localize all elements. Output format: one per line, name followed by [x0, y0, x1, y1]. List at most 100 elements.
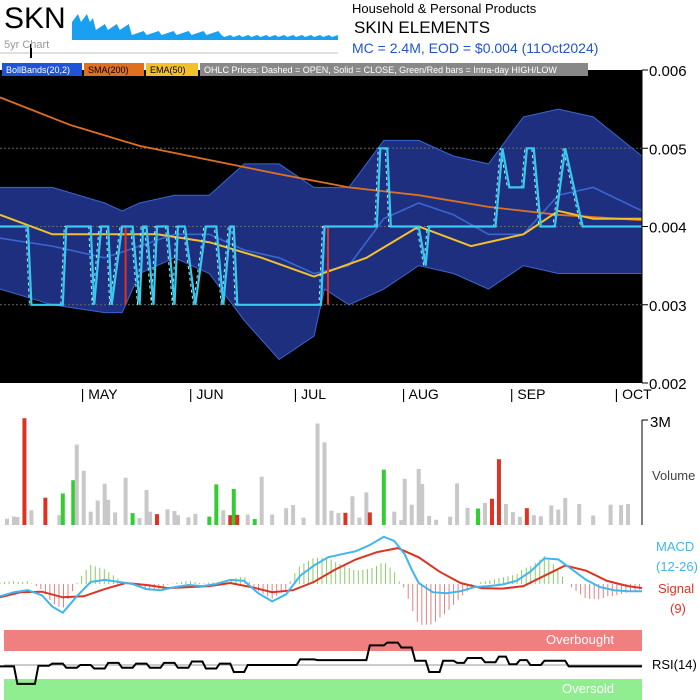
sector-label: Household & Personal Products [352, 1, 537, 16]
volume-bar-17 [130, 513, 135, 525]
volume-bar-29 [221, 510, 226, 525]
volume-bar-71 [549, 505, 554, 525]
volume-bar-37 [284, 508, 289, 525]
volume-bar-39 [301, 517, 306, 525]
volume-bar-2 [15, 516, 20, 525]
sparkline-area [72, 14, 338, 40]
price-xtick-label-5: | OCT [615, 386, 653, 402]
oversold-label: Oversold [562, 681, 614, 696]
volume-bar-7 [60, 493, 65, 525]
volume-bar-1 [11, 516, 16, 525]
price-xtick-label-4: | SEP [510, 386, 546, 402]
volume-bar-47 [364, 492, 369, 525]
oversold-zone [4, 679, 642, 700]
volume-bar-8 [71, 480, 76, 525]
volume-bar-69 [531, 515, 536, 525]
volume-bar-0 [4, 518, 9, 525]
overbought-zone [4, 630, 642, 651]
volume-bar-66 [510, 512, 515, 525]
volume-bar-11 [88, 511, 93, 525]
close-price-line [0, 147, 642, 306]
volume-bar-55 [420, 484, 425, 525]
volume-ytick-label: 3M [650, 414, 671, 431]
legend-label-0: BollBands(20,2) [6, 65, 70, 75]
volume-bar-72 [556, 509, 561, 525]
volume-bar-3 [22, 418, 27, 525]
volume-bar-49 [381, 469, 386, 525]
sparkline-marker [30, 44, 32, 58]
volume-bar-57 [434, 519, 439, 525]
sma200-line [0, 96, 643, 222]
volume-bar-32 [235, 514, 240, 525]
overbought-label: Overbought [546, 632, 614, 647]
bollinger-lower-line [0, 257, 642, 361]
volume-bar-58 [448, 516, 453, 525]
price-ytick-label-1: 0.005 [649, 141, 687, 158]
legend-swatch-0 [2, 63, 82, 76]
volume-bar-40 [315, 423, 320, 525]
volume-bar-61 [476, 508, 481, 525]
volume-bar-68 [524, 508, 529, 525]
macd-label: MACD [656, 539, 694, 554]
volume-bar-56 [427, 515, 432, 525]
macd-line [0, 535, 642, 614]
volume-bar-52 [402, 478, 407, 525]
signal-period-label: (9) [670, 601, 686, 616]
volume-bar-19 [144, 490, 149, 525]
bollinger-band-fill [0, 109, 642, 360]
legend-label-1: SMA(200) [88, 65, 129, 75]
volume-bar-75 [591, 515, 596, 525]
volume-bar-5 [43, 497, 48, 525]
volume-bar-53 [409, 504, 414, 525]
volume-bar-48 [367, 512, 372, 525]
volume-bar-59 [455, 483, 460, 525]
signal-label: Signal [658, 581, 694, 596]
bollinger-upper-line [0, 108, 643, 212]
volume-bar-20 [148, 511, 153, 525]
volume-bar-45 [350, 496, 355, 525]
volume-bar-4 [29, 510, 34, 525]
volume-bar-14 [106, 499, 111, 525]
volume-bar-33 [245, 514, 250, 525]
sparkline-label[interactable]: 5yr Chart [4, 39, 50, 51]
volume-bar-51 [399, 520, 404, 525]
volume-bar-16 [123, 477, 128, 525]
macd-panel: MACD (12-26) Signal (9) [0, 535, 698, 625]
volume-bar-27 [207, 516, 212, 525]
legend-swatch-1 [84, 63, 144, 76]
volume-bar-38 [291, 505, 296, 525]
ticker-symbol: SKN [4, 2, 66, 35]
volume-bar-63 [489, 498, 494, 525]
price-ytick-label-0: 0.006 [649, 63, 687, 80]
volume-bar-42 [329, 510, 334, 525]
volume-bar-31 [231, 488, 236, 525]
macd-period-label: (12-26) [656, 559, 698, 574]
volume-bar-21 [155, 514, 160, 525]
volume-bar-25 [186, 517, 191, 525]
rsi-line [0, 641, 642, 685]
five-year-sparkline[interactable] [0, 0, 340, 62]
volume-bar-43 [336, 513, 341, 525]
ema50-line [0, 209, 642, 278]
signal-line [0, 547, 643, 599]
volume-bar-35 [259, 476, 264, 525]
price-panel: 0.006 0.005 0.004 0.003 0.002 | MAY | JUN | JUL… [0, 63, 687, 402]
legend-label-2: EMA(50) [150, 65, 186, 75]
volume-bar-6 [57, 515, 62, 525]
legend-label-3: OHLC Prices: Dashed = OPEN, Solid = CLOS… [204, 65, 557, 75]
price-ytick-label-2: 0.004 [649, 220, 687, 237]
price-ytick-label-4: 0.002 [649, 376, 687, 393]
price-xtick-label-3: | AUG [402, 386, 439, 402]
rsi-panel: Overbought Oversold RSI(14) [0, 630, 697, 700]
volume-bar-12 [95, 500, 100, 525]
volume-bar-23 [172, 511, 177, 525]
volume-bar-10 [81, 470, 86, 525]
volume-bar-34 [252, 519, 257, 525]
volume-bar-76 [608, 504, 613, 525]
volume-bar-15 [113, 512, 118, 525]
volume-ylabel: Volume [652, 468, 695, 483]
volume-bar-62 [482, 502, 487, 525]
price-xtick-label-2: | JUL [294, 386, 327, 402]
volume-bar-26 [193, 513, 198, 525]
